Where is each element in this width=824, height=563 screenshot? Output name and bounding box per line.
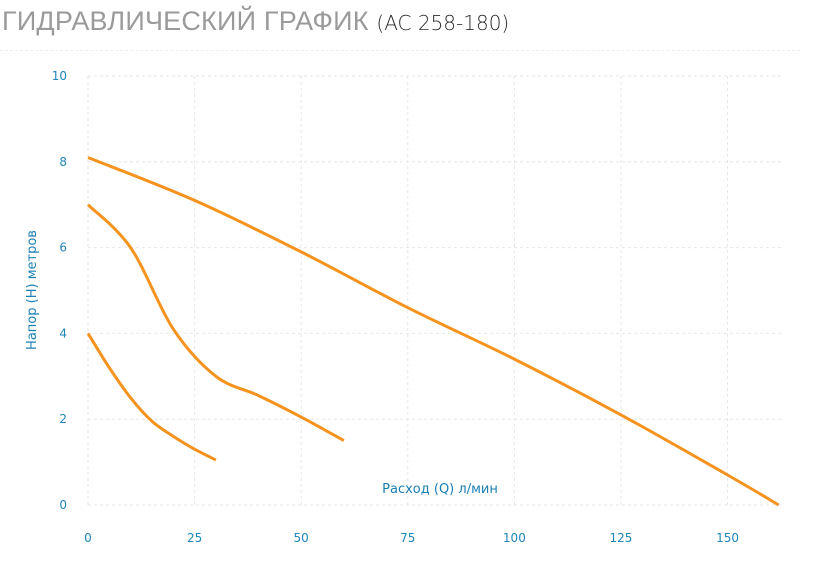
x-tick-label-100: 100 [503, 531, 526, 545]
y-tick-label-0: 0 [59, 498, 67, 512]
series-line-2 [86, 203, 345, 442]
x-tick-label-25: 25 [187, 531, 202, 545]
chart-title: ГИДРАВЛИЧЕСКИЙ ГРАФИК (AC 258-180) [2, 6, 509, 37]
x-axis-title: Расход (Q) л/мин [382, 482, 498, 497]
series-layer [86, 156, 780, 507]
x-tick-label-0: 0 [84, 531, 92, 545]
y-tick-label-10: 10 [52, 69, 67, 83]
x-tick-label-150: 150 [716, 531, 739, 545]
y-tick-label-2: 2 [59, 412, 67, 426]
series-line-3 [87, 156, 780, 507]
y-tick-label-4: 4 [59, 326, 67, 340]
grid-layer [87, 75, 783, 506]
series-line-1 [86, 332, 217, 462]
x-tick-label-75: 75 [400, 531, 415, 545]
y-tick-label-8: 8 [59, 155, 67, 169]
y-tick-label-6: 6 [59, 241, 67, 255]
y-axis-title: Напор (H) метров [25, 230, 40, 350]
title-divider [0, 50, 800, 51]
x-tick-label-50: 50 [294, 531, 309, 545]
chart-title-text: ГИДРАВЛИЧЕСКИЙ ГРАФИК [2, 6, 369, 36]
x-tick-label-125: 125 [610, 531, 633, 545]
chart-title-model: (AC 258-180) [376, 11, 510, 35]
